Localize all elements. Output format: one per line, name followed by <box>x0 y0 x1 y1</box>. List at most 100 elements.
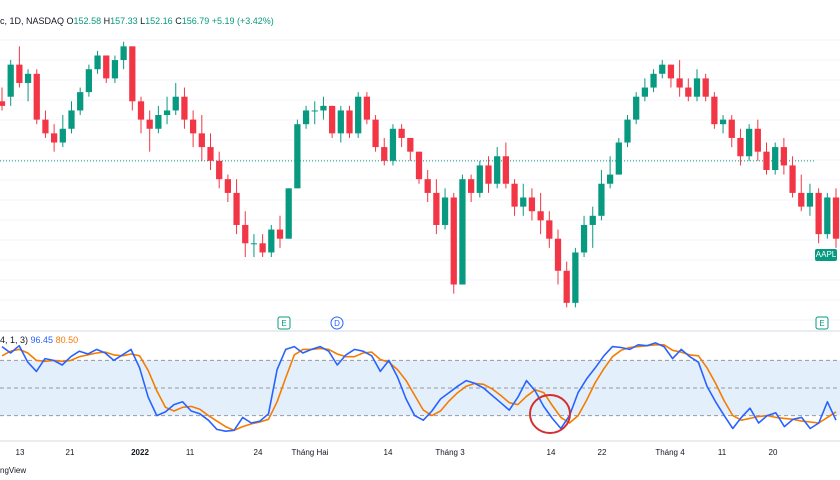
candle-body <box>476 165 483 193</box>
candle-body <box>467 179 475 193</box>
x-tick-label: 14 <box>384 448 393 457</box>
price-tag: AAPL <box>815 249 837 261</box>
x-tick-label: 2022 <box>131 448 149 457</box>
candle-body <box>198 133 205 148</box>
candle-body <box>163 110 171 116</box>
candle-body <box>815 192 822 235</box>
candle-body <box>563 270 570 303</box>
candle-body <box>615 142 622 175</box>
event-label: E <box>281 319 286 328</box>
candle-body <box>242 224 249 244</box>
price-candles <box>0 41 840 308</box>
x-tick-label: 20 <box>769 448 778 457</box>
candle-body <box>520 197 527 207</box>
x-tick-label: Tháng Hai <box>292 448 329 457</box>
d-value: 80.50 <box>55 335 79 345</box>
candle-body <box>624 119 631 143</box>
candle-body <box>233 192 240 225</box>
close-value: 156.79 <box>181 16 210 26</box>
indicator-header: 4, 1, 3) 96.45 80.50 <box>0 335 78 345</box>
candle-body <box>216 160 223 180</box>
candle-body <box>311 110 318 112</box>
candle-body <box>572 252 579 303</box>
candle-body <box>450 197 457 285</box>
candle-body <box>302 110 310 125</box>
event-marker: D <box>330 316 344 330</box>
event-label: D <box>334 319 340 328</box>
candle-body <box>129 46 136 102</box>
candle-body <box>276 229 284 239</box>
candle-body <box>137 101 145 120</box>
candle-body <box>641 87 649 97</box>
candle-body <box>398 128 405 138</box>
candle-body <box>754 128 761 152</box>
x-axis-ticks: 13 21 2022 11 24 Tháng Hai 14 Tháng 3 14 22 Tháng … <box>16 448 778 457</box>
candle-body <box>711 96 718 125</box>
candle-body <box>7 64 14 97</box>
candle-body <box>381 147 388 161</box>
oscillator-lines <box>1 342 837 432</box>
candle-body <box>355 96 362 134</box>
indicator-band <box>0 359 840 417</box>
earnings-icon <box>815 316 829 330</box>
candle-body <box>780 147 788 166</box>
candle-body <box>606 174 614 184</box>
high-value: 157.33 <box>110 16 138 26</box>
x-tick-label: 11 <box>718 448 727 457</box>
low-value: 152.16 <box>145 16 173 26</box>
candle-body <box>459 179 466 285</box>
candle-body <box>659 64 666 74</box>
candle-body <box>259 243 266 253</box>
open-label: O <box>66 16 74 26</box>
dividend-icon <box>330 316 344 330</box>
candle-body <box>667 64 675 79</box>
candle-body <box>589 215 596 225</box>
open-value: 152.58 <box>73 16 102 26</box>
candle-body <box>42 119 49 134</box>
indicator-params: 4, 1, 3) <box>0 335 29 345</box>
candle-body <box>685 87 692 97</box>
candle-body <box>33 73 40 120</box>
event-label: E <box>819 319 824 328</box>
candle-body <box>103 55 110 79</box>
k-line <box>1 342 837 432</box>
candle-body <box>546 220 553 239</box>
candle-body <box>633 96 640 120</box>
price-grid <box>0 39 840 321</box>
candle-body <box>676 78 683 88</box>
candle-body <box>511 183 518 207</box>
candle-body <box>798 192 805 207</box>
candle-body <box>728 119 735 138</box>
candle-body <box>77 92 84 111</box>
candle-body <box>16 64 23 83</box>
candle-body <box>693 78 701 97</box>
candle-body <box>415 151 423 180</box>
candle-body <box>189 119 197 134</box>
candle-body <box>285 188 292 239</box>
candle-body <box>806 192 814 207</box>
brand-watermark: ngView <box>0 466 27 475</box>
candle-body <box>207 147 214 161</box>
d-line <box>1 344 837 432</box>
candle-body <box>745 128 753 157</box>
candle-body <box>832 197 840 239</box>
x-tick-label: 13 <box>16 448 25 457</box>
candle-body <box>59 128 66 143</box>
candle-body <box>554 238 562 271</box>
high-label: H <box>103 16 111 26</box>
candle-body <box>528 197 536 212</box>
candle-body <box>363 96 371 120</box>
symbol-header: c, 1D, NASDAQ O152.58 H157.33 L152.16 C1… <box>0 16 274 26</box>
close-label: C <box>175 16 182 26</box>
candle-body <box>120 46 127 61</box>
candle-body <box>337 110 344 134</box>
candle-body <box>719 119 727 125</box>
x-tick-label: Tháng 3 <box>435 448 465 457</box>
candle-body <box>407 137 414 152</box>
candle-body <box>424 179 431 193</box>
candle-body <box>320 105 327 111</box>
candle-body <box>181 96 188 120</box>
k-value: 96.45 <box>30 335 54 345</box>
